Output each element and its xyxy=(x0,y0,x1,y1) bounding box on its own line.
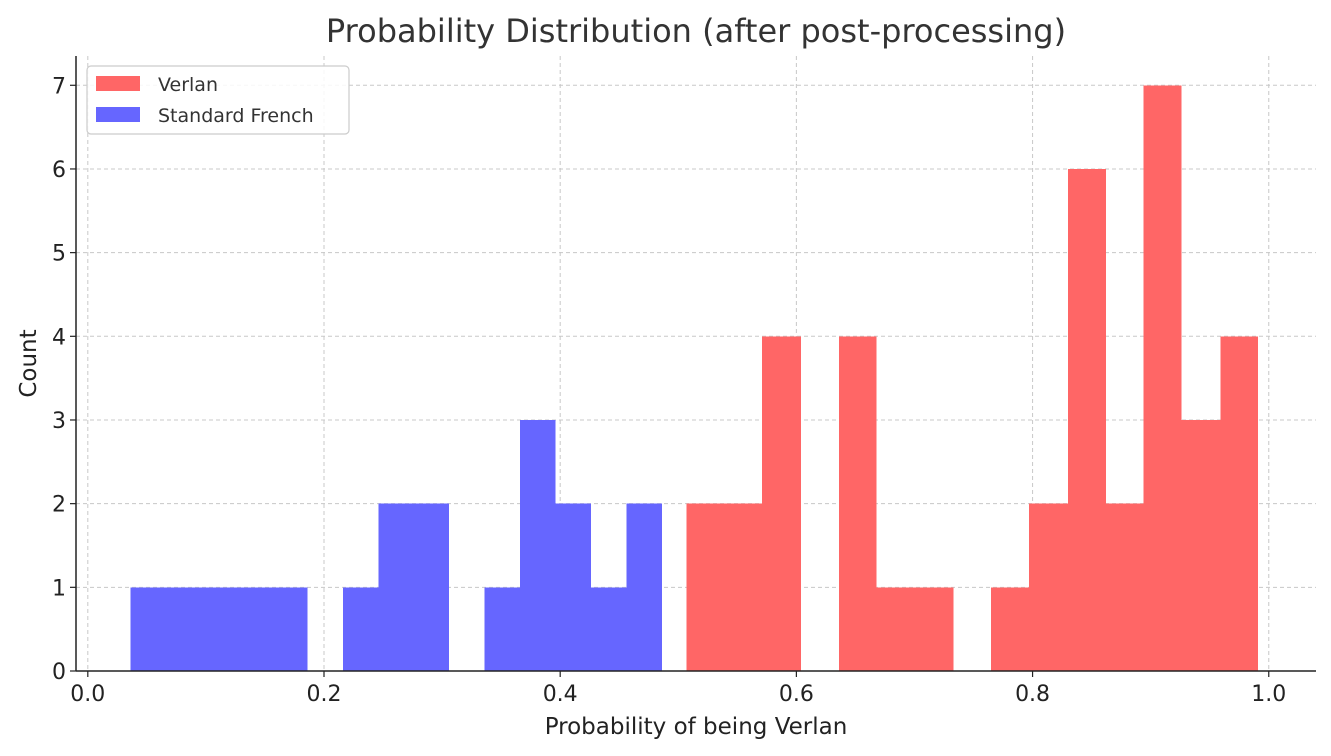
bar-verlan xyxy=(1220,336,1259,671)
bar-verlan xyxy=(1029,503,1068,671)
x-tick-label: 0.6 xyxy=(779,682,814,707)
x-tick-label: 1.0 xyxy=(1251,682,1286,707)
legend-label: Verlan xyxy=(158,74,218,96)
bar-verlan xyxy=(724,503,763,671)
bar-standard-french xyxy=(378,503,414,671)
y-tick-label: 7 xyxy=(52,74,66,99)
y-axis-label: Count xyxy=(16,329,42,397)
bar-verlan xyxy=(838,336,877,671)
bar-standard-french xyxy=(236,587,273,671)
x-tick-label: 0.2 xyxy=(307,682,342,707)
y-tick-label: 3 xyxy=(52,409,66,434)
bar-verlan xyxy=(914,587,954,671)
x-tick-label: 0.8 xyxy=(1015,682,1050,707)
y-tick-label: 0 xyxy=(52,660,66,685)
legend: Verlan Standard French xyxy=(86,65,350,135)
bar-standard-french xyxy=(590,587,627,671)
bar-standard-french xyxy=(555,503,591,671)
y-tick-label: 4 xyxy=(52,325,66,350)
bar-verlan xyxy=(876,587,915,671)
legend-label: Standard French xyxy=(158,105,314,127)
y-tick-label: 2 xyxy=(52,493,66,518)
bar-standard-french xyxy=(130,587,166,671)
y-tick-label: 1 xyxy=(52,576,66,601)
bar-verlan xyxy=(991,587,1030,671)
legend-swatch xyxy=(96,76,140,91)
tick-labels: 0.0 0.2 0.4 0.6 0.8 1.0 0 1 2 3 4 5 6 7 xyxy=(52,74,1286,707)
legend-box xyxy=(86,65,350,135)
x-axis-label: Probability of being Verlan xyxy=(545,714,848,740)
bar-verlan xyxy=(1068,168,1106,672)
y-tick-label: 6 xyxy=(52,158,66,183)
histogram-bars xyxy=(130,85,1259,672)
x-tick-label: 0.0 xyxy=(70,682,105,707)
bar-standard-french xyxy=(413,503,450,671)
bar-verlan xyxy=(1181,419,1221,671)
bar-standard-french xyxy=(165,587,202,671)
bar-verlan xyxy=(686,503,725,671)
bar-standard-french xyxy=(201,587,237,671)
bar-standard-french xyxy=(520,419,556,671)
y-tick-label: 5 xyxy=(52,242,66,267)
bar-standard-french xyxy=(272,587,308,671)
axes xyxy=(75,56,1316,672)
bar-standard-french xyxy=(342,587,379,671)
bar-verlan xyxy=(1105,503,1144,671)
bar-verlan xyxy=(1143,85,1182,672)
bar-standard-french xyxy=(626,503,662,671)
legend-swatch xyxy=(96,107,140,122)
bar-standard-french xyxy=(484,587,521,671)
bar-verlan xyxy=(762,336,802,671)
chart-title: Probability Distribution (after post-pro… xyxy=(326,12,1066,50)
x-tick-label: 0.4 xyxy=(543,682,578,707)
